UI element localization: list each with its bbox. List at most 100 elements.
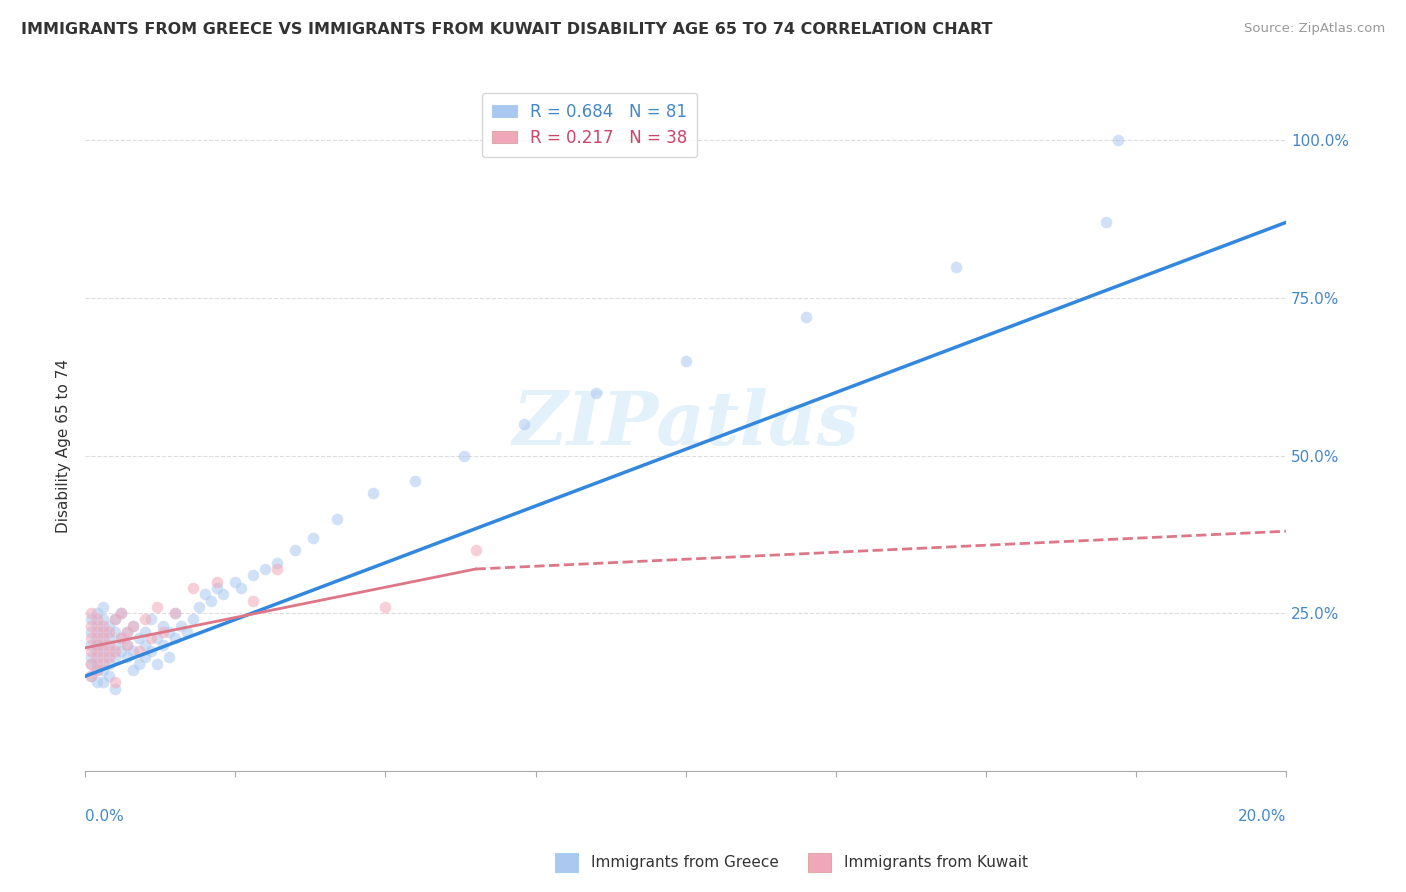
Point — [80, 606, 103, 620]
Point — [675, 354, 697, 368]
Point — [86, 632, 108, 646]
Point — [104, 612, 127, 626]
Point — [91, 632, 114, 646]
Point — [86, 650, 108, 665]
Text: 0.0%: 0.0% — [86, 809, 124, 824]
Point — [134, 612, 156, 626]
Point — [165, 632, 187, 646]
Point — [91, 650, 114, 665]
Point — [86, 675, 108, 690]
Point — [98, 669, 121, 683]
Point — [110, 644, 132, 658]
Point — [98, 619, 121, 633]
Point — [91, 644, 114, 658]
Point — [453, 449, 475, 463]
Point — [224, 574, 246, 589]
Point — [104, 681, 127, 696]
Point — [86, 638, 108, 652]
Point — [157, 650, 180, 665]
Point — [302, 531, 325, 545]
Point — [91, 625, 114, 640]
Point — [134, 638, 156, 652]
Point — [80, 632, 103, 646]
Point — [80, 625, 103, 640]
Point — [363, 486, 385, 500]
Point — [80, 669, 103, 683]
Point — [146, 599, 169, 614]
Point — [117, 625, 139, 640]
Point — [141, 632, 163, 646]
Point — [207, 574, 229, 589]
Text: 20.0%: 20.0% — [1237, 809, 1286, 824]
Point — [1095, 215, 1118, 229]
Point — [91, 599, 114, 614]
Point — [104, 638, 127, 652]
Point — [86, 619, 108, 633]
Point — [146, 632, 169, 646]
Point — [98, 638, 121, 652]
Point — [117, 638, 139, 652]
Point — [141, 644, 163, 658]
Point — [98, 632, 121, 646]
Point — [242, 568, 264, 582]
Point — [80, 650, 103, 665]
Point — [188, 599, 211, 614]
Point — [183, 581, 205, 595]
Point — [945, 260, 967, 274]
Point — [110, 632, 132, 646]
Point — [284, 543, 307, 558]
Point — [104, 675, 127, 690]
Point — [104, 650, 127, 665]
Point — [512, 417, 534, 431]
Point — [91, 657, 114, 671]
Point — [104, 644, 127, 658]
Point — [165, 606, 187, 620]
Point — [110, 606, 132, 620]
Point — [146, 657, 169, 671]
Point — [152, 625, 174, 640]
Legend: R = 0.684   N = 81, R = 0.217   N = 38: R = 0.684 N = 81, R = 0.217 N = 38 — [482, 93, 697, 157]
Point — [176, 625, 198, 640]
Point — [86, 657, 108, 671]
Point — [326, 511, 349, 525]
Point — [86, 606, 108, 620]
Point — [80, 657, 103, 671]
Point — [128, 632, 150, 646]
Point — [98, 650, 121, 665]
Point — [134, 650, 156, 665]
Point — [117, 650, 139, 665]
Point — [98, 625, 121, 640]
Point — [183, 612, 205, 626]
Point — [104, 625, 127, 640]
Point — [212, 587, 235, 601]
Text: ZIPatlas: ZIPatlas — [512, 388, 859, 460]
Text: Source: ZipAtlas.com: Source: ZipAtlas.com — [1244, 22, 1385, 36]
Point — [170, 619, 193, 633]
Point — [207, 581, 229, 595]
Point — [91, 675, 114, 690]
Point — [157, 625, 180, 640]
Point — [91, 612, 114, 626]
Point — [266, 556, 288, 570]
Point — [165, 606, 187, 620]
Point — [110, 606, 132, 620]
Point — [464, 543, 486, 558]
Point — [104, 612, 127, 626]
Point — [405, 474, 427, 488]
Point — [194, 587, 217, 601]
Point — [374, 599, 396, 614]
Point — [117, 625, 139, 640]
Point — [152, 619, 174, 633]
Point — [122, 644, 145, 658]
Point — [91, 619, 114, 633]
Point — [80, 612, 103, 626]
Point — [80, 657, 103, 671]
Point — [122, 663, 145, 677]
Point — [794, 310, 817, 324]
Text: Immigrants from Kuwait: Immigrants from Kuwait — [844, 855, 1028, 870]
Point — [122, 619, 145, 633]
Point — [266, 562, 288, 576]
Point — [134, 625, 156, 640]
Point — [80, 619, 103, 633]
Text: IMMIGRANTS FROM GREECE VS IMMIGRANTS FROM KUWAIT DISABILITY AGE 65 TO 74 CORRELA: IMMIGRANTS FROM GREECE VS IMMIGRANTS FRO… — [21, 22, 993, 37]
